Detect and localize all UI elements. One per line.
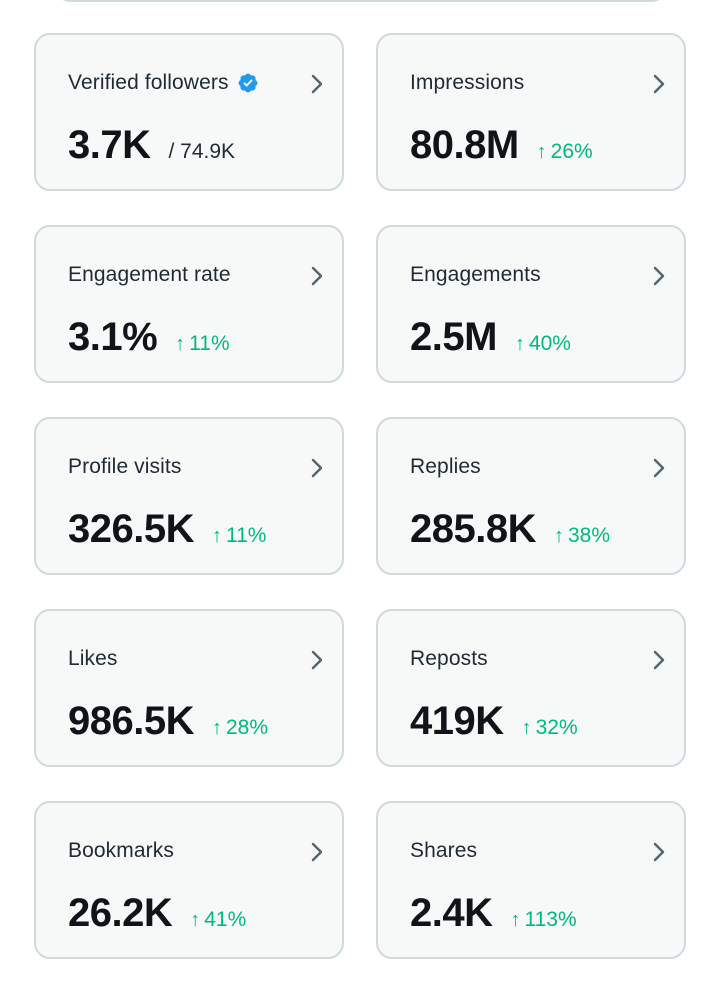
chevron-right-icon[interactable] <box>648 455 670 481</box>
metric-label: Engagement rate <box>68 263 231 286</box>
metric-change-value: 32% <box>535 716 578 739</box>
metric-change: ↑ 26% <box>537 140 593 164</box>
metric-label: Likes <box>68 647 118 670</box>
chevron-right-icon[interactable] <box>648 839 670 865</box>
metric-card-replies[interactable]: Replies 285.8K ↑ 38% <box>376 417 686 575</box>
previous-card-edge <box>56 0 666 2</box>
metric-label: Shares <box>410 839 478 862</box>
arrow-up-icon: ↑ <box>553 525 564 547</box>
verified-badge-icon <box>238 73 257 93</box>
metric-change-value: 38% <box>567 524 611 547</box>
arrow-up-icon: ↑ <box>190 909 201 931</box>
metric-card-verified-followers[interactable]: Verified followers 3.7K / 74.9K <box>34 33 344 191</box>
metric-value: 3.1% <box>68 315 158 359</box>
metric-value: 419K <box>410 699 504 743</box>
metric-change-value: 113% <box>524 908 577 931</box>
metric-label: Replies <box>410 455 481 478</box>
metric-value: 285.8K <box>410 507 536 551</box>
metric-change: ↑ 32% <box>522 716 578 740</box>
arrow-up-icon: ↑ <box>514 333 525 355</box>
chevron-right-icon[interactable] <box>306 647 328 673</box>
metric-change-value: 11% <box>225 524 267 547</box>
arrow-up-icon: ↑ <box>521 717 532 739</box>
metric-label: Verified followers <box>68 71 229 94</box>
metric-value: 326.5K <box>68 507 194 551</box>
metric-change: ↑ 41% <box>190 908 246 932</box>
chevron-right-icon[interactable] <box>306 263 328 289</box>
metric-change-value: 28% <box>225 716 269 739</box>
arrow-up-icon: ↑ <box>211 717 222 739</box>
metric-value: 80.8M <box>410 123 519 167</box>
metric-card-bookmarks[interactable]: Bookmarks 26.2K ↑ 41% <box>34 801 344 959</box>
metric-value: 986.5K <box>68 699 194 743</box>
arrow-up-icon: ↑ <box>536 141 547 163</box>
metric-change-value: 40% <box>528 332 571 355</box>
chevron-right-icon[interactable] <box>306 455 328 481</box>
metric-card-engagements[interactable]: Engagements 2.5M ↑ 40% <box>376 225 686 383</box>
metric-change: ↑ 113% <box>511 908 577 932</box>
chevron-right-icon[interactable] <box>648 647 670 673</box>
metric-card-likes[interactable]: Likes 986.5K ↑ 28% <box>34 609 344 767</box>
metric-label: Profile visits <box>68 455 182 478</box>
metric-card-profile-visits[interactable]: Profile visits 326.5K ↑ 11% <box>34 417 344 575</box>
metric-change: ↑ 40% <box>515 332 571 356</box>
metric-value: 2.5M <box>410 315 497 359</box>
metric-change-value: 41% <box>204 908 247 931</box>
metric-change-value: 26% <box>550 140 593 163</box>
metric-label: Engagements <box>410 263 541 286</box>
metric-card-impressions[interactable]: Impressions 80.8M ↑ 26% <box>376 33 686 191</box>
arrow-up-icon: ↑ <box>175 333 186 355</box>
metric-change: ↑ 11% <box>212 524 266 548</box>
arrow-up-icon: ↑ <box>211 525 222 547</box>
arrow-up-icon: ↑ <box>510 909 521 931</box>
metric-change: ↑ 11% <box>175 332 229 356</box>
metric-total: / 74.9K <box>168 140 236 163</box>
metric-card-reposts[interactable]: Reposts 419K ↑ 32% <box>376 609 686 767</box>
metric-card-shares[interactable]: Shares 2.4K ↑ 113% <box>376 801 686 959</box>
metric-value: 3.7K <box>68 123 151 167</box>
chevron-right-icon[interactable] <box>648 263 670 289</box>
metric-change: ↑ 38% <box>554 524 610 548</box>
metric-value: 2.4K <box>410 891 493 935</box>
chevron-right-icon[interactable] <box>306 71 328 97</box>
metric-label: Bookmarks <box>68 839 174 862</box>
chevron-right-icon[interactable] <box>648 71 670 97</box>
metric-value: 26.2K <box>68 891 173 935</box>
metric-change: ↑ 28% <box>212 716 268 740</box>
metric-label: Impressions <box>410 71 525 94</box>
metrics-grid: Verified followers 3.7K / 74.9K Impressi… <box>34 33 686 959</box>
metric-change-value: 11% <box>189 332 230 355</box>
metric-card-engagement-rate[interactable]: Engagement rate 3.1% ↑ 11% <box>34 225 344 383</box>
chevron-right-icon[interactable] <box>306 839 328 865</box>
metric-label: Reposts <box>410 647 488 670</box>
